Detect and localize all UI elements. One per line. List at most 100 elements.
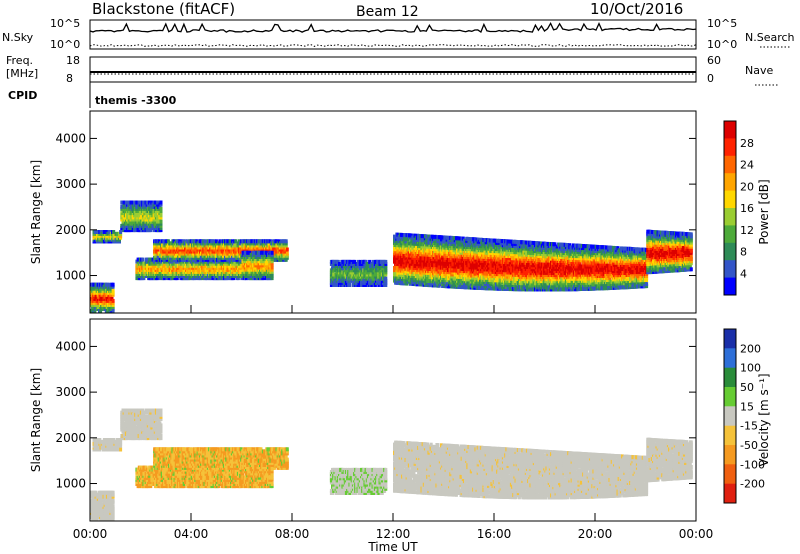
nave-label: Nave <box>745 64 773 77</box>
power-cell <box>123 217 127 222</box>
power-cell <box>165 276 169 281</box>
power-cell <box>175 276 179 281</box>
cpid-panel: CPID themis -3300 <box>8 82 177 108</box>
power-cell <box>336 276 340 281</box>
power-cell <box>198 253 202 258</box>
power-cell <box>356 259 360 264</box>
power-cell <box>384 283 388 287</box>
power-cell <box>255 274 259 278</box>
power-cell <box>260 267 264 272</box>
power-cell <box>490 257 494 262</box>
power-cell <box>404 239 408 244</box>
power-cell <box>148 219 151 224</box>
power-cell <box>159 226 163 230</box>
power-cell <box>353 276 356 281</box>
power-cell <box>141 257 145 262</box>
power-cell <box>270 265 274 270</box>
power-cell <box>137 263 141 268</box>
power-cell <box>203 261 207 266</box>
power-cell <box>228 239 232 244</box>
power-cell <box>218 241 222 246</box>
power-cell <box>240 274 244 278</box>
power-cell <box>393 234 396 239</box>
power-cell <box>144 219 148 224</box>
power-cell <box>354 268 358 273</box>
power-cell <box>155 253 159 258</box>
power-cell <box>219 261 223 266</box>
power-cell <box>378 280 382 285</box>
power-cell <box>219 253 223 258</box>
power-cell <box>139 211 143 216</box>
power-cell <box>476 237 480 242</box>
power-cell <box>410 233 414 238</box>
power-cell <box>126 223 130 228</box>
power-cell <box>149 221 153 226</box>
power-cell <box>364 276 368 281</box>
freq-panel-frame <box>89 56 697 83</box>
power-cell <box>157 217 161 222</box>
power-cell <box>172 239 176 244</box>
power-cell <box>252 274 255 278</box>
power-cell <box>149 226 153 230</box>
power-cell <box>384 262 388 266</box>
power-cell <box>133 215 136 220</box>
power-cell <box>136 226 140 230</box>
power-cell <box>143 267 147 272</box>
power-cell <box>140 267 144 272</box>
power-cell <box>250 259 254 264</box>
power-cell <box>262 276 266 281</box>
power-cell <box>257 267 261 272</box>
power-cell <box>270 261 274 266</box>
power-cell <box>268 263 272 268</box>
power-cell <box>270 267 274 272</box>
power-cell <box>285 255 289 260</box>
power-cell <box>343 278 347 283</box>
power-cell <box>226 276 230 281</box>
power-cell <box>488 286 492 291</box>
power-cell <box>384 270 388 275</box>
power-cell <box>174 261 178 266</box>
power-cell <box>357 270 361 275</box>
power-cell <box>376 272 380 277</box>
power-cell <box>348 283 352 287</box>
power-cell <box>122 219 126 224</box>
cpid-mode-text: themis -3300 <box>95 94 177 107</box>
power-cell <box>159 202 163 207</box>
power-cell <box>148 200 151 205</box>
power-cell <box>130 217 134 222</box>
power-cell <box>461 236 465 241</box>
power-cell <box>122 206 126 211</box>
power-cell <box>144 217 148 222</box>
power-cell <box>195 276 199 281</box>
power-cell <box>481 261 485 265</box>
power-cell <box>166 239 170 244</box>
power-cell <box>369 276 373 281</box>
power-cell <box>150 200 154 205</box>
power-cell <box>478 273 482 278</box>
power-cell <box>247 255 251 259</box>
power-cell <box>120 228 124 233</box>
power-cell <box>377 268 381 273</box>
nsky-series-line <box>89 21 697 33</box>
power-cell <box>159 211 163 216</box>
power-cell <box>270 274 274 278</box>
power-cell <box>443 253 447 258</box>
power-cell <box>347 280 351 285</box>
power-cell <box>394 251 398 256</box>
power-cell <box>263 252 267 257</box>
power-cell <box>151 211 155 216</box>
power-cell <box>245 276 248 281</box>
power-cell <box>284 241 288 246</box>
power-cell <box>214 239 218 244</box>
power-cell <box>456 252 459 257</box>
power-cell <box>450 235 454 240</box>
power-cell <box>128 219 132 224</box>
power-cell <box>270 239 274 244</box>
power-cell <box>229 253 233 258</box>
power-cell <box>394 274 398 279</box>
power-cell <box>336 280 340 285</box>
power-cell <box>159 223 163 228</box>
power-cell <box>159 206 163 211</box>
power-cell <box>216 269 220 274</box>
power-cell <box>188 276 192 281</box>
